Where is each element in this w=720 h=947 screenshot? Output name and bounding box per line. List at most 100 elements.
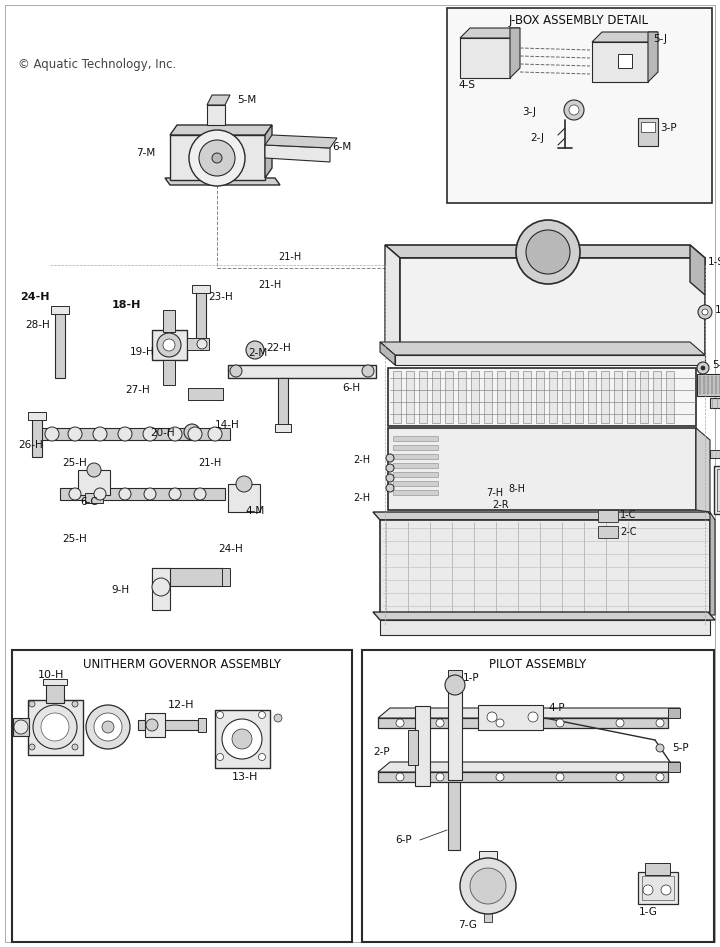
Bar xyxy=(641,122,655,132)
Polygon shape xyxy=(510,28,520,78)
Bar xyxy=(638,118,658,146)
Bar xyxy=(484,371,492,423)
Bar xyxy=(185,428,205,436)
Bar xyxy=(710,450,720,458)
Text: 2-M: 2-M xyxy=(248,348,267,358)
Bar xyxy=(703,376,705,394)
Bar xyxy=(711,376,713,394)
Bar xyxy=(448,670,462,682)
Circle shape xyxy=(701,366,705,370)
Circle shape xyxy=(656,744,664,752)
Polygon shape xyxy=(395,355,705,365)
Bar xyxy=(43,679,67,685)
Bar xyxy=(196,290,206,345)
Text: 14-H: 14-H xyxy=(215,420,240,430)
Bar xyxy=(60,488,225,500)
Bar xyxy=(55,310,65,378)
Text: 7-G: 7-G xyxy=(459,920,477,930)
Circle shape xyxy=(698,305,712,319)
Bar xyxy=(228,484,260,512)
Text: 27-H: 27-H xyxy=(125,385,150,395)
Polygon shape xyxy=(378,718,668,728)
Bar xyxy=(714,466,720,514)
Bar xyxy=(523,371,531,423)
Circle shape xyxy=(69,488,81,500)
Polygon shape xyxy=(265,145,330,162)
Bar xyxy=(717,469,720,511)
Circle shape xyxy=(656,719,664,727)
Bar xyxy=(13,718,29,736)
Text: 21-H: 21-H xyxy=(198,458,221,468)
Circle shape xyxy=(362,365,374,377)
Circle shape xyxy=(436,719,444,727)
Circle shape xyxy=(217,754,223,760)
Circle shape xyxy=(564,100,584,120)
Text: 12-H: 12-H xyxy=(168,700,194,710)
Text: 10-H: 10-H xyxy=(38,670,64,680)
Text: 4-M: 4-M xyxy=(245,506,264,516)
Bar xyxy=(35,428,230,440)
Bar xyxy=(666,371,674,423)
Circle shape xyxy=(702,309,708,315)
Text: 5-C: 5-C xyxy=(712,360,720,370)
Circle shape xyxy=(496,773,504,781)
Circle shape xyxy=(194,488,206,500)
Bar xyxy=(549,371,557,423)
Polygon shape xyxy=(400,258,705,355)
Bar xyxy=(85,493,103,503)
Circle shape xyxy=(208,427,222,441)
Bar xyxy=(510,371,518,423)
Bar xyxy=(362,650,714,942)
Circle shape xyxy=(29,701,35,707)
Bar xyxy=(408,730,418,765)
Circle shape xyxy=(94,713,122,741)
Text: 18-H: 18-H xyxy=(112,300,141,310)
Polygon shape xyxy=(265,135,337,148)
Bar xyxy=(653,371,661,423)
Text: 28-H: 28-H xyxy=(25,320,50,330)
Bar xyxy=(28,700,83,755)
Circle shape xyxy=(168,427,182,441)
Bar xyxy=(388,428,696,510)
Bar xyxy=(163,360,175,385)
Text: 19-H: 19-H xyxy=(130,347,155,357)
Bar xyxy=(152,568,170,610)
Circle shape xyxy=(616,719,624,727)
Bar xyxy=(432,371,440,423)
Bar xyxy=(536,371,544,423)
Bar xyxy=(275,424,291,432)
Bar xyxy=(448,782,460,850)
Polygon shape xyxy=(380,342,705,355)
Bar xyxy=(393,454,438,459)
Bar xyxy=(393,445,438,450)
Circle shape xyxy=(169,488,181,500)
Polygon shape xyxy=(592,32,658,42)
Bar xyxy=(163,310,175,332)
Polygon shape xyxy=(696,428,710,512)
Text: 23-H: 23-H xyxy=(208,292,233,302)
Bar xyxy=(192,285,210,293)
Text: 24-H: 24-H xyxy=(20,292,50,302)
Text: 13-H: 13-H xyxy=(232,772,258,782)
Text: 21-H: 21-H xyxy=(279,252,302,262)
Bar xyxy=(482,855,494,875)
Text: 10-M: 10-M xyxy=(715,305,720,315)
Polygon shape xyxy=(460,28,520,38)
Circle shape xyxy=(157,333,181,357)
Bar xyxy=(393,371,401,423)
Bar xyxy=(484,912,492,922)
Bar xyxy=(598,510,618,522)
Bar xyxy=(445,371,453,423)
Bar xyxy=(638,872,678,904)
Circle shape xyxy=(396,773,404,781)
Circle shape xyxy=(445,675,465,695)
Circle shape xyxy=(163,339,175,351)
Circle shape xyxy=(656,773,664,781)
Polygon shape xyxy=(380,342,395,365)
Circle shape xyxy=(72,744,78,750)
Bar xyxy=(28,412,46,420)
Bar xyxy=(645,863,670,875)
Text: 6-P: 6-P xyxy=(395,835,412,845)
Bar xyxy=(562,371,570,423)
Bar xyxy=(198,718,206,732)
